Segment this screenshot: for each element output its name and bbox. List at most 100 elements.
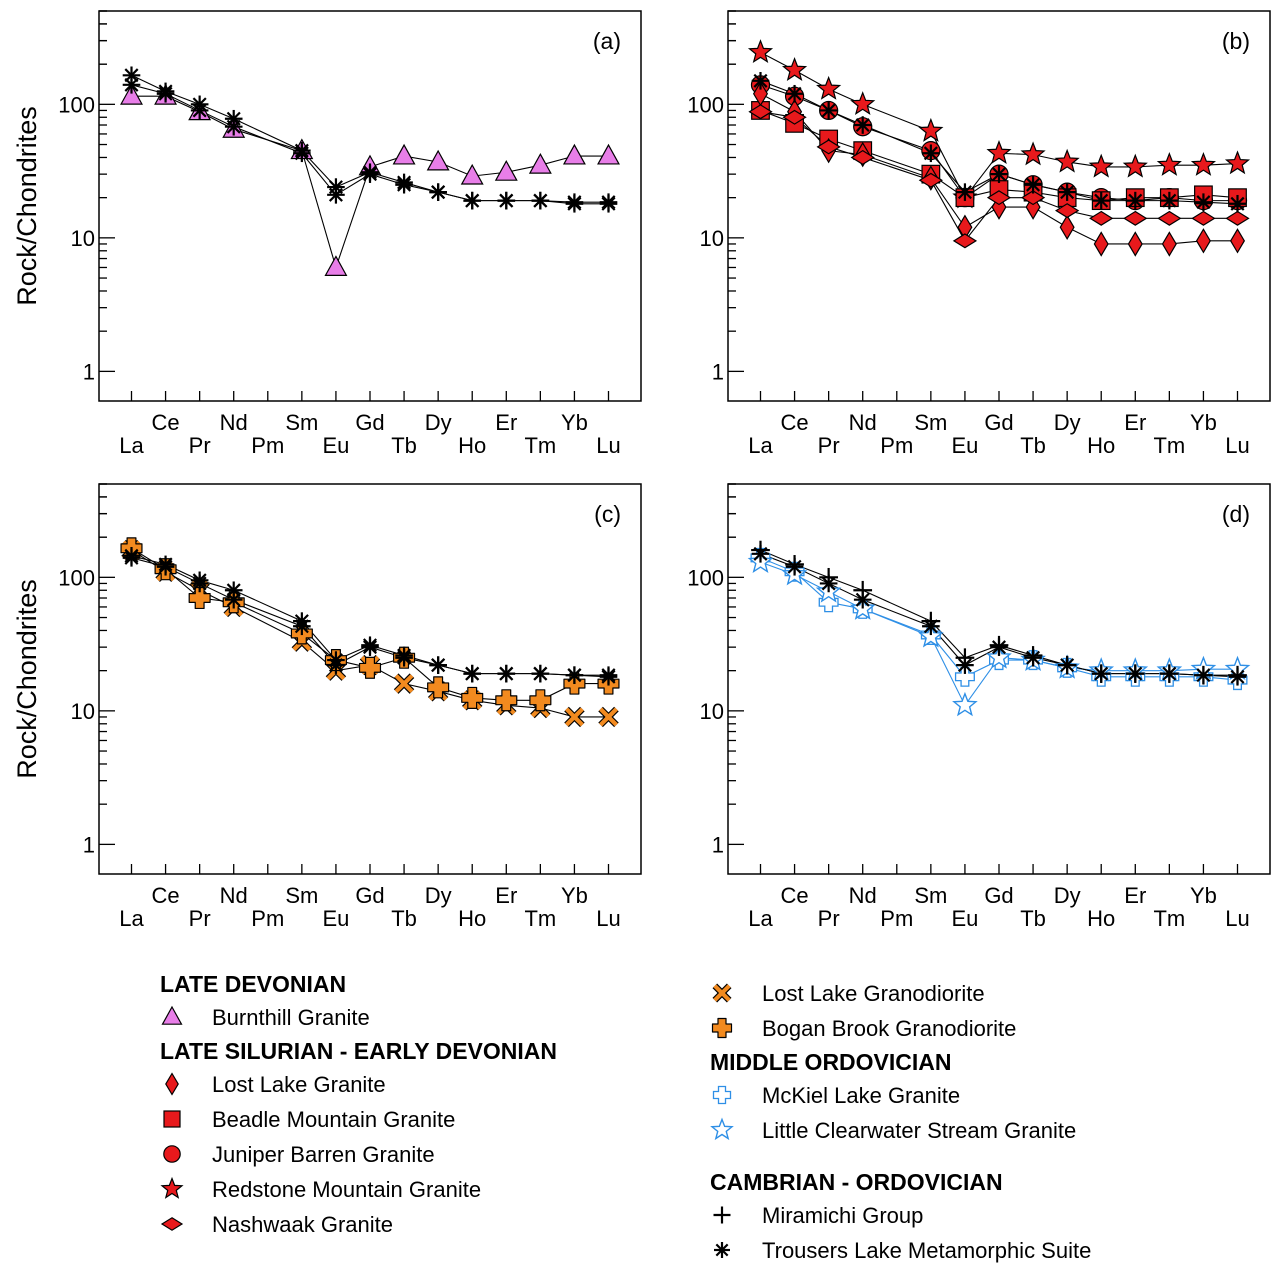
legend-label: Redstone Mountain Granite	[212, 1177, 482, 1202]
data-point-lostlake_granite	[1229, 228, 1246, 254]
y-tick-label: 10	[71, 226, 95, 251]
data-point-trousers	[156, 555, 175, 574]
y-tick-label: 10	[700, 699, 724, 724]
x-tick-label-la: La	[748, 906, 773, 931]
data-point-burnthill	[426, 149, 450, 171]
legend-item-beadle: Beadle Mountain Granite	[160, 1102, 680, 1137]
data-point-trousers	[956, 183, 974, 201]
x-tick-label-dy: Dy	[425, 410, 452, 435]
data-point-trousers	[1194, 193, 1213, 211]
data-point-trousers	[990, 638, 1008, 656]
x-tick-label-er: Er	[1124, 410, 1146, 435]
legend-item-mckiel: McKiel Lake Granite	[710, 1078, 1270, 1113]
data-point-trousers	[1092, 191, 1111, 210]
legend-marker-littleclearwater	[710, 1117, 734, 1141]
x-tick-label-pm: Pm	[880, 906, 913, 931]
data-point-burnthill	[528, 152, 552, 174]
data-point-lostlake_granite	[991, 194, 1007, 220]
x-tick-label-pm: Pm	[251, 906, 284, 931]
data-point-nashwaak	[748, 104, 773, 120]
legend-group-header: MIDDLE ORDOVICIAN	[710, 1049, 952, 1075]
data-point-lostlake_granite	[1195, 228, 1211, 254]
data-point-lostlake_granodiorite	[393, 673, 415, 694]
x-tick-label-gd: Gd	[984, 883, 1013, 908]
data-point-trousers	[565, 666, 584, 684]
legend-label: Juniper Barren Granite	[212, 1142, 435, 1167]
data-point-lostlake_granodiorite	[564, 706, 585, 728]
legend-symbol	[710, 1011, 762, 1046]
data-point-trousers	[922, 144, 940, 163]
data-point-redstone	[1156, 151, 1182, 176]
data-point-nashwaak	[1020, 190, 1046, 206]
data-point-trousers	[497, 191, 516, 210]
data-point-lostlake_granite	[1059, 214, 1075, 241]
legend-label: Lost Lake Granite	[212, 1072, 386, 1097]
legend-label: Little Clearwater Stream Granite	[762, 1118, 1077, 1143]
ree-spider-diagram-figure: 110100Rock/ChondritesLaCePrNdPmSmEuGdTbD…	[12, 10, 1271, 931]
x-tick-label-yb: Yb	[1190, 410, 1217, 435]
x-tick-label-pr: Pr	[818, 906, 840, 931]
data-point-redstone	[1190, 151, 1216, 176]
data-point-burnthill	[494, 160, 518, 181]
data-point-trousers	[1228, 194, 1247, 213]
legend-marker-burnthill	[161, 1005, 183, 1025]
data-point-trousers	[1126, 191, 1145, 210]
data-point-lostlake_granite	[1093, 231, 1109, 257]
x-tick-label-sm: Sm	[285, 410, 318, 435]
plot-frame	[727, 483, 1271, 875]
data-point-trousers	[497, 664, 516, 683]
data-point-trousers	[599, 193, 618, 211]
x-tick-label-yb: Yb	[561, 410, 588, 435]
data-point-trousers	[1092, 664, 1111, 683]
panel-annotation: (a)	[593, 28, 621, 54]
data-point-mckiel	[954, 666, 975, 687]
data-point-trousers	[156, 82, 175, 101]
y-axis-label: Rock/Chondrites	[12, 106, 42, 306]
data-point-lostlake_granite	[1161, 231, 1177, 257]
data-point-nashwaak	[1225, 210, 1250, 226]
y-tick-label: 100	[58, 565, 95, 590]
panel-annotation: (b)	[1222, 28, 1250, 54]
x-tick-label-nd: Nd	[220, 410, 248, 435]
data-point-trousers	[361, 636, 379, 655]
legend-label: Burnthill Granite	[212, 1005, 370, 1030]
x-tick-label-la: La	[119, 906, 144, 931]
legend-symbol	[710, 976, 762, 1011]
data-point-trousers	[853, 590, 872, 609]
x-tick-label-ho: Ho	[458, 906, 486, 931]
data-point-redstone	[1020, 141, 1046, 166]
x-tick-label-nd: Nd	[220, 883, 248, 908]
legend-label: McKiel Lake Granite	[762, 1083, 961, 1108]
x-tick-label-sm: Sm	[285, 883, 318, 908]
data-point-trousers	[751, 545, 770, 563]
legend-marker-beadle	[163, 1110, 181, 1128]
data-point-nashwaak	[918, 172, 943, 188]
x-tick-label-pm: Pm	[880, 433, 913, 458]
legend-item-redstone: Redstone Mountain Granite	[160, 1172, 680, 1207]
data-point-trousers	[1126, 664, 1145, 683]
data-point-nashwaak	[1123, 210, 1148, 226]
x-tick-label-eu: Eu	[322, 906, 349, 931]
legend-item-nashwaak: Nashwaak Granite	[160, 1207, 680, 1242]
panel-annotation: (c)	[594, 501, 621, 527]
data-point-trousers	[1058, 183, 1076, 201]
x-tick-label-eu: Eu	[951, 906, 978, 931]
x-tick-label-pm: Pm	[251, 433, 284, 458]
data-point-trousers	[1160, 191, 1179, 210]
x-tick-label-tm: Tm	[1153, 906, 1185, 931]
data-point-redstone	[747, 39, 774, 64]
data-point-nashwaak	[782, 109, 807, 125]
data-point-trousers	[190, 95, 209, 114]
data-point-trousers	[785, 557, 804, 576]
legend-label: Beadle Mountain Granite	[212, 1107, 456, 1132]
data-point-trousers	[599, 666, 618, 684]
data-point-burnthill	[324, 255, 348, 276]
data-point-trousers	[1160, 664, 1179, 683]
legend-item-juniper: Juniper Barren Granite	[160, 1137, 680, 1172]
x-tick-label-ce: Ce	[152, 410, 180, 435]
data-point-redstone	[1122, 153, 1148, 178]
data-point-bogan	[461, 686, 484, 709]
data-point-nashwaak	[1191, 210, 1216, 226]
x-tick-label-ce: Ce	[781, 883, 809, 908]
legend-symbol	[160, 1067, 212, 1102]
